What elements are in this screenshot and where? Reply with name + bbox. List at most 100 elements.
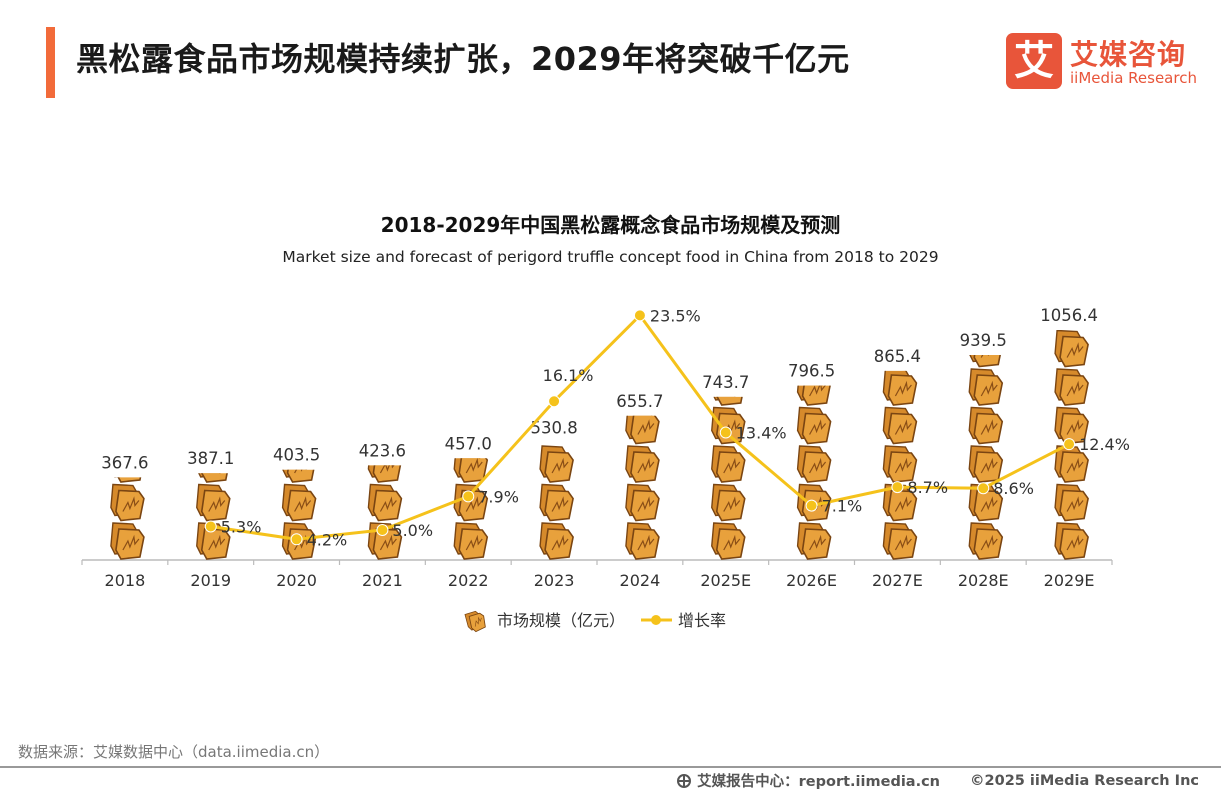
growth-rate-label: 13.4% (736, 424, 787, 443)
truffle-icon (882, 522, 918, 560)
growth-rate-label: 7.1% (822, 497, 863, 516)
bar-value-label: 423.6 (359, 441, 406, 460)
truffle-icon (882, 445, 918, 483)
footer: 艾媒报告中心：report.iimedia.cn ©2025 iiMedia R… (677, 770, 1199, 791)
x-tick-label: 2018 (105, 571, 146, 590)
growth-rate-point (977, 482, 990, 495)
x-tick-label: 2028E (958, 571, 1009, 590)
growth-rate-point (891, 481, 904, 494)
truffle-icon (796, 522, 832, 560)
truffle-icon (110, 522, 145, 560)
truffle-icon (367, 483, 403, 522)
x-tick-label: 2020 (276, 571, 317, 590)
truffle-icon (1054, 330, 1089, 368)
x-tick-label: 2019 (190, 571, 231, 590)
bar-2026E: 796.5 (788, 362, 835, 560)
growth-rate-label: 5.0% (392, 521, 433, 540)
bar-value-label: 530.8 (530, 418, 577, 437)
truffle-icon (453, 522, 489, 560)
truffle-icon (1054, 368, 1089, 406)
x-tick-label: 2024 (620, 571, 661, 590)
truffle-icon (1054, 522, 1089, 560)
growth-rate-point (719, 426, 732, 439)
data-source: 数据来源：艾媒数据中心（data.iimedia.cn） (18, 743, 330, 761)
brand-logo: 艾 艾媒咨询 iiMedia Research (1006, 33, 1206, 91)
chart-title: 2018-2029年中国黑松露概念食品市场规模及预测 (380, 213, 841, 237)
page-title: 黑松露食品市场规模持续扩张，2029年将突破千亿元 (76, 40, 850, 78)
logo-text-cn: 艾媒咨询 (1070, 38, 1187, 71)
growth-rate-label: 7.9% (478, 487, 519, 506)
truffle-icon (710, 483, 746, 522)
truffle-icon (796, 445, 832, 483)
bar-value-label: 387.1 (187, 449, 234, 468)
bar-value-label: 655.7 (616, 392, 663, 411)
bar-value-label: 457.0 (445, 434, 492, 453)
x-tick-label: 2026E (786, 571, 837, 590)
footer-divider (0, 766, 1221, 768)
truffle-icon (968, 406, 1004, 445)
truffle-icon (968, 368, 1004, 406)
bar-value-label: 939.5 (960, 331, 1007, 350)
truffle-icon (539, 483, 574, 522)
bar-value-label: 796.5 (788, 362, 835, 381)
truffle-icon (968, 445, 1004, 483)
truffle-icon (539, 445, 574, 483)
growth-rate-label: 16.1% (543, 366, 594, 385)
x-tick-label: 2021 (362, 571, 403, 590)
growth-rate-point (290, 533, 303, 546)
copyright: ©2025 iiMedia Research Inc (970, 772, 1199, 789)
growth-rate-point (633, 309, 646, 322)
bar-2021: 423.6 (359, 441, 406, 560)
legend-truffle-icon (463, 608, 489, 634)
growth-rate-label: 12.4% (1079, 435, 1130, 454)
x-tick-label: 2023 (534, 571, 575, 590)
truffle-icon (625, 522, 660, 560)
bar-2024: 655.7 (616, 392, 664, 560)
legend-label-market-size: 市场规模（亿元） (497, 611, 625, 630)
truffle-icon (968, 522, 1004, 560)
x-tick-label: 2025E (700, 571, 751, 590)
growth-rate-point (1063, 438, 1076, 451)
bar-2027E: 865.4 (874, 347, 921, 560)
legend-item-growth-rate: 增长率 (641, 611, 726, 630)
growth-rate-label: 23.5% (650, 306, 701, 325)
growth-rate-label: 4.2% (307, 530, 348, 549)
truffle-icon (281, 483, 317, 522)
bar-value-label: 743.7 (702, 373, 749, 392)
bar-value-label: 1056.4 (1040, 306, 1098, 325)
growth-rate-point (805, 499, 818, 512)
truffle-icon (539, 522, 574, 560)
growth-rate-point (376, 524, 389, 536)
truffle-icon (882, 406, 918, 445)
truffle-icon (625, 415, 660, 445)
truffle-icon (710, 445, 746, 483)
truffle-icon (796, 406, 832, 445)
growth-rate-point (462, 490, 475, 503)
growth-rate-label: 8.6% (993, 479, 1034, 498)
growth-rate-point (204, 520, 217, 533)
legend-label-growth-rate: 增长率 (678, 611, 726, 630)
legend-point-swatch (651, 615, 661, 625)
truffle-icon (625, 483, 660, 522)
x-tick-label: 2029E (1044, 571, 1095, 590)
truffle-icon (195, 483, 231, 522)
chart-subtitle: Market size and forecast of perigord tru… (282, 248, 939, 266)
bar-2025E: 743.7 (702, 373, 749, 560)
truffle-icon (710, 522, 746, 560)
bar-2019: 387.1 (187, 449, 234, 560)
bar-value-label: 865.4 (874, 347, 921, 366)
globe-icon (677, 773, 692, 788)
x-tick-label: 2027E (872, 571, 923, 590)
growth-rate-label: 5.3% (221, 518, 262, 537)
bar-2029E: 1056.4 (1040, 306, 1098, 560)
title-accent-bar (46, 27, 55, 98)
bar-value-label: 403.5 (273, 446, 320, 465)
truffle-icon (625, 445, 660, 483)
bar-2022: 457.0 (445, 434, 492, 560)
report-center-link[interactable]: 艾媒报告中心：report.iimedia.cn (697, 774, 941, 790)
logo-mark-icon: 艾 (1006, 33, 1062, 89)
truffle-icon (110, 483, 145, 522)
growth-rate-label: 8.7% (907, 478, 948, 497)
bar-2028E: 939.5 (960, 331, 1007, 560)
